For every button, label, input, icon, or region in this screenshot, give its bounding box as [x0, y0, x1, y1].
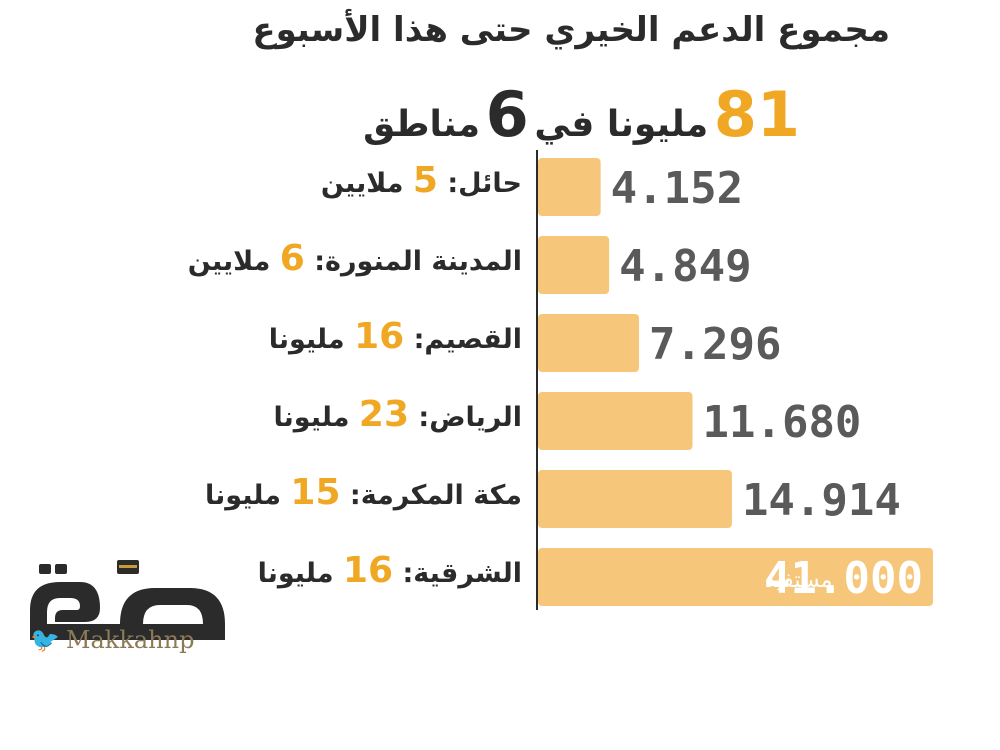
region-unit: مليونا — [273, 402, 359, 433]
bar-value-label: 4.152 — [611, 163, 743, 214]
headline: 81 مليونا في 6 مناطق — [363, 78, 800, 151]
region-label: مكة المكرمة: 15 مليونا — [205, 472, 522, 513]
bar — [538, 158, 601, 216]
region-name: الرياض: — [409, 402, 522, 433]
region-label: المدينة المنورة: 6 ملايين — [188, 238, 522, 279]
region-amount: 5 — [412, 160, 438, 201]
region-amount: 16 — [354, 316, 405, 357]
region-name: الشرقية: — [393, 558, 522, 589]
social-handle: 🐦 Makkahnp — [30, 626, 194, 654]
headline-total: 81 — [713, 78, 800, 151]
bar-value-label: 4.849 — [619, 241, 751, 292]
region-name: المدينة المنورة: — [304, 246, 522, 277]
region-name: القصيم: — [404, 324, 522, 355]
headline-regions-word: مناطق — [363, 104, 481, 145]
region-label: الشرقية: 16 مليونا — [258, 550, 522, 591]
region-unit: مليونا — [257, 558, 343, 589]
region-label: حائل: 5 ملايين — [321, 160, 522, 201]
region-unit: مليونا — [268, 324, 355, 355]
bar-value-label: 14.914 — [742, 475, 901, 526]
handle-text: Makkahnp — [65, 626, 195, 654]
bar — [538, 470, 732, 528]
headline-unit: مليونا في — [534, 104, 709, 145]
bar-value-label: 7.296 — [649, 319, 781, 370]
region-name: مكة المكرمة: — [340, 480, 522, 511]
makkah-logo — [30, 560, 225, 640]
bar — [538, 548, 933, 606]
twitter-bird-icon: 🐦 — [30, 626, 60, 654]
bar-value-label: 11.680 — [702, 397, 861, 448]
region-amount: 15 — [290, 472, 341, 513]
bar — [538, 392, 693, 450]
chart-axis-line — [536, 150, 538, 610]
bar-value-label: 41.000 — [764, 553, 923, 604]
region-label: الرياض: 23 مليونا — [274, 394, 522, 435]
bar — [538, 314, 640, 372]
region-unit: ملايين — [320, 168, 413, 199]
headline-regions-count: 6 — [485, 78, 529, 151]
region-name: حائل: — [437, 168, 522, 199]
bar — [538, 236, 610, 294]
region-unit: مليونا — [205, 480, 291, 511]
region-amount: 16 — [342, 550, 394, 591]
chart-title: مجموع الدعم الخيري حتى هذا الأسبوع — [252, 10, 890, 50]
region-amount: 6 — [279, 238, 305, 279]
region-amount: 23 — [358, 394, 410, 435]
beneficiary-suffix: مستفيد — [765, 568, 832, 593]
region-label: القصيم: 16 مليونا — [269, 316, 522, 357]
region-unit: ملايين — [187, 246, 280, 277]
